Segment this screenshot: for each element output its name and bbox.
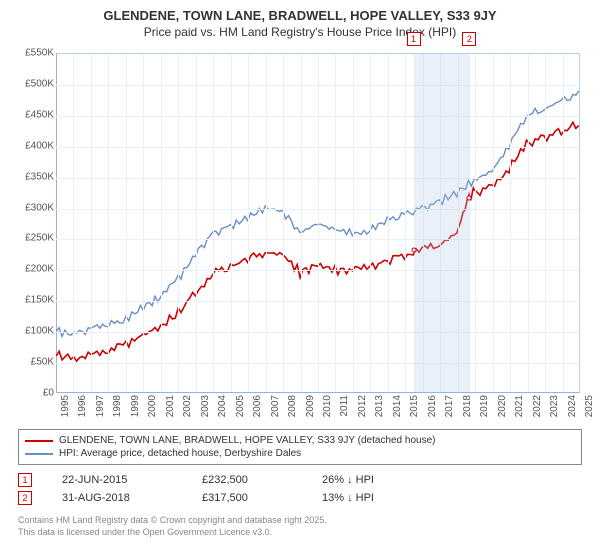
legend-label: GLENDENE, TOWN LANE, BRADWELL, HOPE VALL… (59, 435, 435, 446)
x-axis-label: 1998 (112, 395, 123, 425)
y-axis-label: £250K (10, 233, 54, 244)
sale-price: £232,500 (202, 474, 292, 486)
sale-row: 1 22-JUN-2015 £232,500 26% ↓ HPI (18, 471, 582, 489)
x-axis-label: 2009 (305, 395, 316, 425)
x-axis-label: 2019 (479, 395, 490, 425)
sale-marker-dot (411, 248, 416, 253)
x-axis-label: 2007 (270, 395, 281, 425)
sale-badge: 1 (18, 473, 32, 487)
y-axis-label: £0 (10, 388, 54, 399)
x-axis-label: 2012 (357, 395, 368, 425)
x-axis-label: 2024 (567, 395, 578, 425)
x-axis-label: 2021 (514, 395, 525, 425)
sale-row: 2 31-AUG-2018 £317,500 13% ↓ HPI (18, 489, 582, 507)
x-axis-label: 2011 (339, 395, 350, 425)
x-axis-label: 2018 (462, 395, 473, 425)
x-axis-label: 2000 (147, 395, 158, 425)
chart-subtitle: Price paid vs. HM Land Registry's House … (0, 25, 600, 39)
sale-delta: 13% ↓ HPI (322, 492, 374, 504)
x-axis-label: 1999 (130, 395, 141, 425)
x-axis-label: 2020 (497, 395, 508, 425)
x-axis-label: 2016 (427, 395, 438, 425)
legend-row: GLENDENE, TOWN LANE, BRADWELL, HOPE VALL… (25, 434, 575, 447)
x-axis-label: 2006 (252, 395, 263, 425)
highlight-band (414, 54, 470, 393)
x-axis-label: 2017 (444, 395, 455, 425)
plot-region: 12 (56, 53, 580, 393)
x-axis-label: 2003 (200, 395, 211, 425)
legend-swatch (25, 453, 53, 455)
y-axis-label: £200K (10, 264, 54, 275)
sale-badge: 2 (18, 491, 32, 505)
x-axis-label: 2002 (182, 395, 193, 425)
x-axis-label: 2001 (165, 395, 176, 425)
legend-swatch (25, 440, 53, 442)
sales-table: 1 22-JUN-2015 £232,500 26% ↓ HPI 2 31-AUG-201… (18, 471, 582, 507)
sale-delta: 26% ↓ HPI (322, 474, 374, 486)
x-axis-label: 2004 (217, 395, 228, 425)
x-axis-label: 2010 (322, 395, 333, 425)
chart-area: 12 £0 £50K £100K £150K £200K £250K £300K £350K £… (10, 43, 590, 423)
x-axis-label: 1997 (95, 395, 106, 425)
footer-attribution: Contains HM Land Registry data © Crown c… (18, 515, 582, 538)
x-axis-label: 2008 (287, 395, 298, 425)
y-axis-label: £150K (10, 295, 54, 306)
sale-marker-label: 1 (407, 32, 421, 46)
x-axis-label: 2005 (235, 395, 246, 425)
legend-box: GLENDENE, TOWN LANE, BRADWELL, HOPE VALL… (18, 429, 582, 465)
x-axis-label: 1996 (77, 395, 88, 425)
sale-marker-label: 2 (462, 32, 476, 46)
x-axis-label: 2014 (392, 395, 403, 425)
footer-line: Contains HM Land Registry data © Crown c… (18, 515, 582, 527)
legend-label: HPI: Average price, detached house, Derb… (59, 448, 301, 459)
x-axis-label: 2013 (374, 395, 385, 425)
sale-marker-dot (467, 195, 472, 200)
y-axis-label: £400K (10, 140, 54, 151)
y-axis-label: £450K (10, 109, 54, 120)
x-axis-label: 2023 (549, 395, 560, 425)
sale-date: 22-JUN-2015 (62, 474, 172, 486)
title-block: GLENDENE, TOWN LANE, BRADWELL, HOPE VALL… (0, 0, 600, 43)
y-axis-label: £300K (10, 202, 54, 213)
footer-line: This data is licensed under the Open Gov… (18, 527, 582, 539)
x-axis-label: 2025 (584, 395, 595, 425)
sale-date: 31-AUG-2018 (62, 492, 172, 504)
sale-price: £317,500 (202, 492, 292, 504)
y-axis-label: £350K (10, 171, 54, 182)
y-axis-label: £500K (10, 78, 54, 89)
y-axis-label: £50K (10, 357, 54, 368)
x-axis-label: 2015 (409, 395, 420, 425)
x-axis-label: 1995 (60, 395, 71, 425)
legend-row: HPI: Average price, detached house, Derb… (25, 447, 575, 460)
chart-title: GLENDENE, TOWN LANE, BRADWELL, HOPE VALL… (0, 8, 600, 23)
x-axis-label: 2022 (532, 395, 543, 425)
y-axis-label: £100K (10, 326, 54, 337)
y-axis-label: £550K (10, 48, 54, 59)
